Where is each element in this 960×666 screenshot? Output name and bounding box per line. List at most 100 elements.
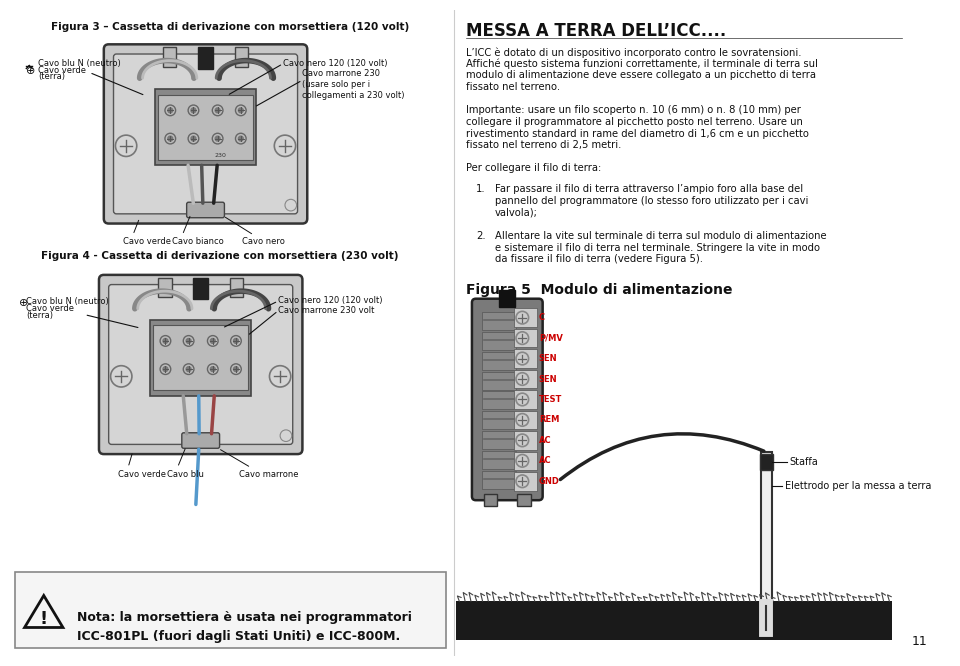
Bar: [482, 352, 516, 370]
Text: 11: 11: [911, 635, 927, 648]
Text: Figura 3 – Cassetta di derivazione con morsettiera (120 volt): Figura 3 – Cassetta di derivazione con m…: [51, 22, 409, 32]
Text: Per collegare il filo di terra:: Per collegare il filo di terra:: [467, 163, 601, 173]
Text: fissato nel terreno.: fissato nel terreno.: [467, 82, 561, 92]
Text: SEN: SEN: [539, 354, 558, 363]
FancyBboxPatch shape: [99, 275, 302, 454]
Text: ⊕: ⊕: [26, 66, 36, 76]
Polygon shape: [25, 595, 63, 627]
Bar: [482, 332, 516, 350]
Text: Cavo bianco: Cavo bianco: [172, 237, 224, 246]
Text: Cavo verde: Cavo verde: [26, 304, 74, 313]
Text: Figura 5  Modulo di alimentazione: Figura 5 Modulo di alimentazione: [467, 283, 732, 297]
Text: Cavo blu N (neutro): Cavo blu N (neutro): [38, 59, 121, 68]
Bar: [158, 95, 253, 160]
Text: Cavo verde: Cavo verde: [118, 470, 166, 479]
Circle shape: [215, 108, 220, 113]
Bar: [158, 278, 172, 297]
FancyBboxPatch shape: [104, 45, 307, 224]
Bar: [514, 390, 537, 409]
Bar: [154, 325, 248, 390]
Bar: [514, 308, 537, 327]
Text: e sistemare il filo di terra nel terminale. Stringere la vite in modo: e sistemare il filo di terra nel termina…: [495, 242, 820, 252]
Circle shape: [168, 136, 173, 141]
Circle shape: [186, 338, 191, 344]
Bar: [482, 471, 516, 489]
Text: fissato nel terreno di 2,5 metri.: fissato nel terreno di 2,5 metri.: [467, 141, 621, 151]
Bar: [482, 431, 516, 449]
Text: Cavo marrone 230 volt: Cavo marrone 230 volt: [278, 306, 374, 315]
Bar: [760, 452, 772, 606]
Text: AC: AC: [539, 436, 551, 445]
Circle shape: [210, 338, 215, 344]
Bar: [499, 290, 515, 308]
Text: MESSA A TERRA DELL’ICC....: MESSA A TERRA DELL’ICC....: [467, 22, 727, 40]
Circle shape: [163, 338, 168, 344]
Circle shape: [238, 108, 243, 113]
Text: Cavo blu: Cavo blu: [167, 470, 204, 479]
Bar: [198, 47, 213, 69]
Circle shape: [233, 367, 238, 372]
Text: Far passare il filo di terra attraverso l’ampio foro alla base del: Far passare il filo di terra attraverso …: [495, 184, 804, 194]
FancyBboxPatch shape: [181, 433, 220, 448]
Text: 2.: 2.: [476, 231, 486, 241]
Circle shape: [233, 338, 238, 344]
Bar: [156, 89, 256, 165]
Text: Allentare la vite sul terminale di terra sul modulo di alimentazione: Allentare la vite sul terminale di terra…: [495, 231, 827, 241]
Bar: [514, 349, 537, 368]
Text: L’ICC è dotato di un dispositivo incorporato contro le sovratensioni.: L’ICC è dotato di un dispositivo incorpo…: [467, 47, 802, 58]
Text: Cavo nero 120 (120 volt): Cavo nero 120 (120 volt): [278, 296, 383, 305]
Text: rivestimento standard in rame del diametro di 1,6 cm e un picchetto: rivestimento standard in rame del diamet…: [467, 129, 809, 139]
Bar: [514, 411, 537, 429]
Text: 230: 230: [215, 153, 227, 158]
Circle shape: [191, 136, 196, 141]
Text: Cavo nero 120 (120 volt): Cavo nero 120 (120 volt): [283, 59, 388, 68]
Text: Affiché questo sistema funzioni correttamente, il terminale di terra sul: Affiché questo sistema funzioni corretta…: [467, 59, 818, 69]
Bar: [482, 312, 516, 330]
Circle shape: [163, 367, 168, 372]
Text: modulo di alimentazione deve essere collegato a un picchetto di terra: modulo di alimentazione deve essere coll…: [467, 71, 816, 81]
Text: GND: GND: [539, 477, 560, 486]
Bar: [482, 451, 516, 469]
Text: (terra): (terra): [26, 311, 54, 320]
Text: P/MV: P/MV: [539, 334, 563, 342]
Bar: [482, 372, 516, 390]
Text: pannello del programmatore (lo stesso foro utilizzato per i cavi: pannello del programmatore (lo stesso fo…: [495, 196, 808, 206]
Bar: [484, 494, 497, 506]
Bar: [514, 472, 537, 491]
Text: Cavo verde: Cavo verde: [123, 237, 171, 246]
Text: Elettrodo per la messa a terra: Elettrodo per la messa a terra: [785, 481, 931, 491]
Text: Cavo marrone: Cavo marrone: [239, 470, 299, 479]
Circle shape: [168, 108, 173, 113]
Bar: [759, 454, 773, 470]
Circle shape: [238, 136, 243, 141]
Text: Nota: la morsettiera è usata nei programmatori
ICC-801PL (fuori dagli Stati Unit: Nota: la morsettiera è usata nei program…: [77, 611, 412, 643]
Text: Cavo nero: Cavo nero: [242, 237, 285, 246]
Text: Staffa: Staffa: [790, 457, 819, 467]
Bar: [517, 494, 531, 506]
Bar: [14, 572, 445, 648]
Text: Figura 4 - Cassetta di derivazione con morsettiera (230 volt): Figura 4 - Cassetta di derivazione con m…: [41, 250, 398, 260]
Bar: [229, 278, 243, 297]
Bar: [193, 278, 208, 299]
Text: Cavo blu N (neutro): Cavo blu N (neutro): [26, 297, 109, 306]
Text: AC: AC: [539, 456, 551, 466]
Text: (terra): (terra): [38, 73, 65, 81]
Text: valvola);: valvola);: [495, 208, 538, 218]
Text: 1.: 1.: [476, 184, 486, 194]
Circle shape: [215, 136, 220, 141]
Bar: [456, 601, 893, 640]
Text: Importante: usare un filo scoperto n. 10 (6 mm) o n. 8 (10 mm) per: Importante: usare un filo scoperto n. 10…: [467, 105, 801, 115]
FancyBboxPatch shape: [108, 284, 293, 444]
Text: !: !: [39, 610, 48, 628]
Circle shape: [186, 367, 191, 372]
Bar: [163, 47, 177, 67]
Text: REM: REM: [539, 416, 559, 424]
Bar: [514, 452, 537, 470]
Bar: [482, 392, 516, 410]
Bar: [514, 370, 537, 388]
FancyBboxPatch shape: [186, 202, 225, 218]
Text: Cavo verde: Cavo verde: [38, 66, 86, 75]
FancyBboxPatch shape: [472, 299, 542, 500]
Text: Cavo marrone 230
(usare solo per i
collegamenti a 230 volt): Cavo marrone 230 (usare solo per i colle…: [302, 69, 405, 100]
Text: TEST: TEST: [539, 395, 563, 404]
